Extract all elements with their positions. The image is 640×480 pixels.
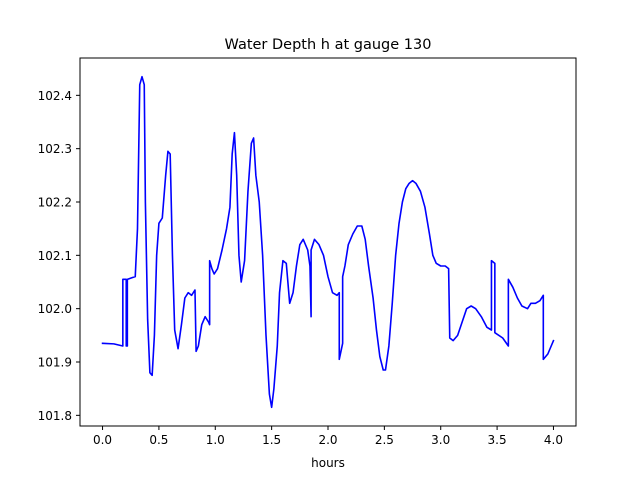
x-tick-label: 2.0 xyxy=(318,433,337,447)
y-tick-label: 102.3 xyxy=(38,142,72,156)
axes: 0.0 0.5 1.0 1.5 2.0 2.5 3.0 3.5 4.0 101.8 101.9 102… xyxy=(38,57,577,447)
series-line-0 xyxy=(101,75,555,409)
y-tick-label: 102.1 xyxy=(38,249,72,263)
y-tick-label: 101.8 xyxy=(38,409,72,423)
plot-data xyxy=(101,75,555,409)
x-tick-label: 1.5 xyxy=(262,433,281,447)
x-tick-label: 3.5 xyxy=(488,433,507,447)
x-axis-label: hours xyxy=(311,456,345,470)
y-tick-label: 101.9 xyxy=(38,356,72,370)
y-tick-label: 102.0 xyxy=(38,302,72,316)
x-tick-label: 0.0 xyxy=(93,433,112,447)
y-tick-label: 102.2 xyxy=(38,196,72,210)
x-tick-label: 2.5 xyxy=(375,433,394,447)
chart-title: Water Depth h at gauge 130 xyxy=(225,37,432,53)
x-tick-label: 0.5 xyxy=(149,433,168,447)
y-tick-label: 102.4 xyxy=(38,89,72,103)
x-tick-label: 1.0 xyxy=(206,433,225,447)
x-tick-label: 3.0 xyxy=(431,433,450,447)
x-tick-label: 4.0 xyxy=(544,433,563,447)
